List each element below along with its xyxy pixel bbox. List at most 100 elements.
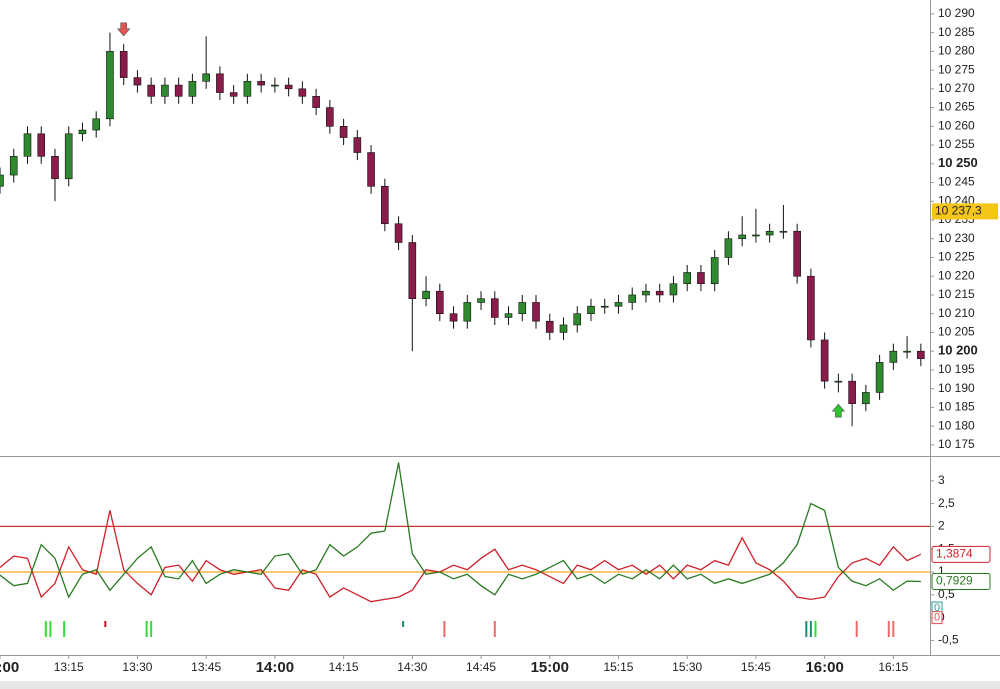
candle-body: [875, 362, 884, 393]
candle-body: [779, 230, 788, 233]
y-tick-label: 10 195: [938, 362, 975, 376]
candle-body: [367, 152, 375, 187]
candle-body: [600, 305, 609, 308]
candle-body: [147, 84, 155, 97]
price-tag: [932, 203, 998, 220]
y-tick-label: 10 255: [938, 137, 975, 151]
x-tick-label: 15:45: [741, 660, 771, 674]
value-tag-label: 1,3874: [936, 547, 973, 561]
x-tick-label: 14:45: [466, 660, 496, 674]
candle-body: [573, 313, 582, 326]
y-tick-label: 3: [938, 473, 945, 487]
value-tag: [931, 545, 991, 563]
signal-bar: [809, 621, 812, 637]
price-tag-label: 10 237,3: [935, 204, 982, 218]
x-tick-label: 15:00: [531, 659, 569, 676]
signal-bar: [402, 621, 405, 627]
candle-body: [326, 107, 334, 127]
signal-bar: [443, 621, 446, 637]
candle-body: [92, 118, 101, 131]
signal-bar: [493, 621, 496, 637]
y-tick-label: 10 205: [938, 325, 975, 339]
candle-body: [174, 84, 183, 97]
candle-body: [133, 77, 142, 86]
y-tick-label: 10 185: [938, 400, 975, 414]
candle-body: [587, 305, 595, 315]
y-tick-label: 10 190: [938, 381, 975, 395]
indicator-line: [0, 462, 921, 599]
candle-body: [862, 392, 870, 404]
zero-tag-label: 0: [934, 602, 940, 614]
candle-body: [394, 223, 403, 243]
value-tag-label: 0,7929: [936, 574, 973, 588]
signal-bar: [855, 621, 858, 637]
x-tick-label: 15:30: [672, 660, 702, 674]
signal-bar: [63, 621, 66, 637]
candle-body: [23, 133, 32, 157]
candle-body: [9, 155, 18, 176]
y-tick-label: 2,5: [938, 496, 955, 510]
y-tick-label: 10 260: [938, 118, 975, 132]
candle-body: [298, 88, 307, 97]
y-tick-label: 10 290: [938, 6, 975, 20]
candle-body: [504, 313, 513, 318]
candle-body: [463, 302, 472, 322]
candle-body: [724, 238, 733, 258]
candle-body: [381, 185, 389, 225]
candle-body: [697, 272, 705, 285]
candle-body: [889, 350, 898, 363]
candle-body: [0, 174, 4, 187]
candle-body: [257, 81, 265, 86]
candle-body: [477, 298, 485, 303]
candle-body: [422, 290, 430, 300]
candle-body: [216, 73, 224, 93]
y-tick-label: -0,5: [938, 633, 959, 647]
candle-body: [710, 257, 719, 285]
candle-body: [408, 242, 417, 300]
y-tick-label: 10 180: [938, 418, 975, 432]
candle-body: [793, 230, 801, 277]
x-tick-label: 15:15: [603, 660, 633, 674]
candle-body: [161, 84, 169, 97]
x-tick-label: 13:00: [0, 659, 19, 676]
candle-body: [903, 350, 911, 353]
signal-bar: [892, 621, 895, 637]
y-tick-label: 2: [938, 519, 945, 533]
candle-body: [917, 350, 925, 359]
candle-body: [655, 290, 664, 296]
candle-body: [51, 155, 59, 180]
zero-tag: [931, 611, 943, 625]
signal-bar: [44, 621, 47, 637]
candle-body: [532, 302, 540, 322]
y-tick-label: 10 280: [938, 44, 975, 58]
x-tick-label: 13:15: [54, 660, 84, 674]
y-tick-label: 10 245: [938, 175, 975, 189]
signal-arrow: [831, 403, 846, 418]
candle-body: [339, 126, 348, 138]
candle-body: [119, 51, 128, 78]
x-tick-label: 16:15: [878, 660, 908, 674]
signal-bar: [104, 621, 107, 627]
y-tick-label: 1: [938, 564, 945, 578]
y-tick-label: 10 225: [938, 250, 975, 264]
x-tick-label: 14:15: [329, 660, 359, 674]
candle-body: [188, 81, 197, 97]
candle-body: [752, 234, 760, 237]
candle-body: [807, 275, 815, 341]
y-tick-label: 10 175: [938, 437, 975, 451]
candle-body: [353, 137, 362, 153]
candle-body: [284, 84, 293, 90]
candle-body: [669, 283, 678, 296]
x-tick-label: 16:00: [805, 659, 843, 676]
x-tick-label: 13:30: [122, 660, 152, 674]
candle-body: [243, 81, 252, 97]
y-tick-label: 10 285: [938, 25, 975, 39]
candle-body: [738, 234, 746, 240]
candle-body: [559, 324, 568, 333]
candle-body: [614, 302, 623, 307]
candle-body: [642, 290, 650, 296]
y-tick-label: 10 250: [938, 155, 978, 170]
